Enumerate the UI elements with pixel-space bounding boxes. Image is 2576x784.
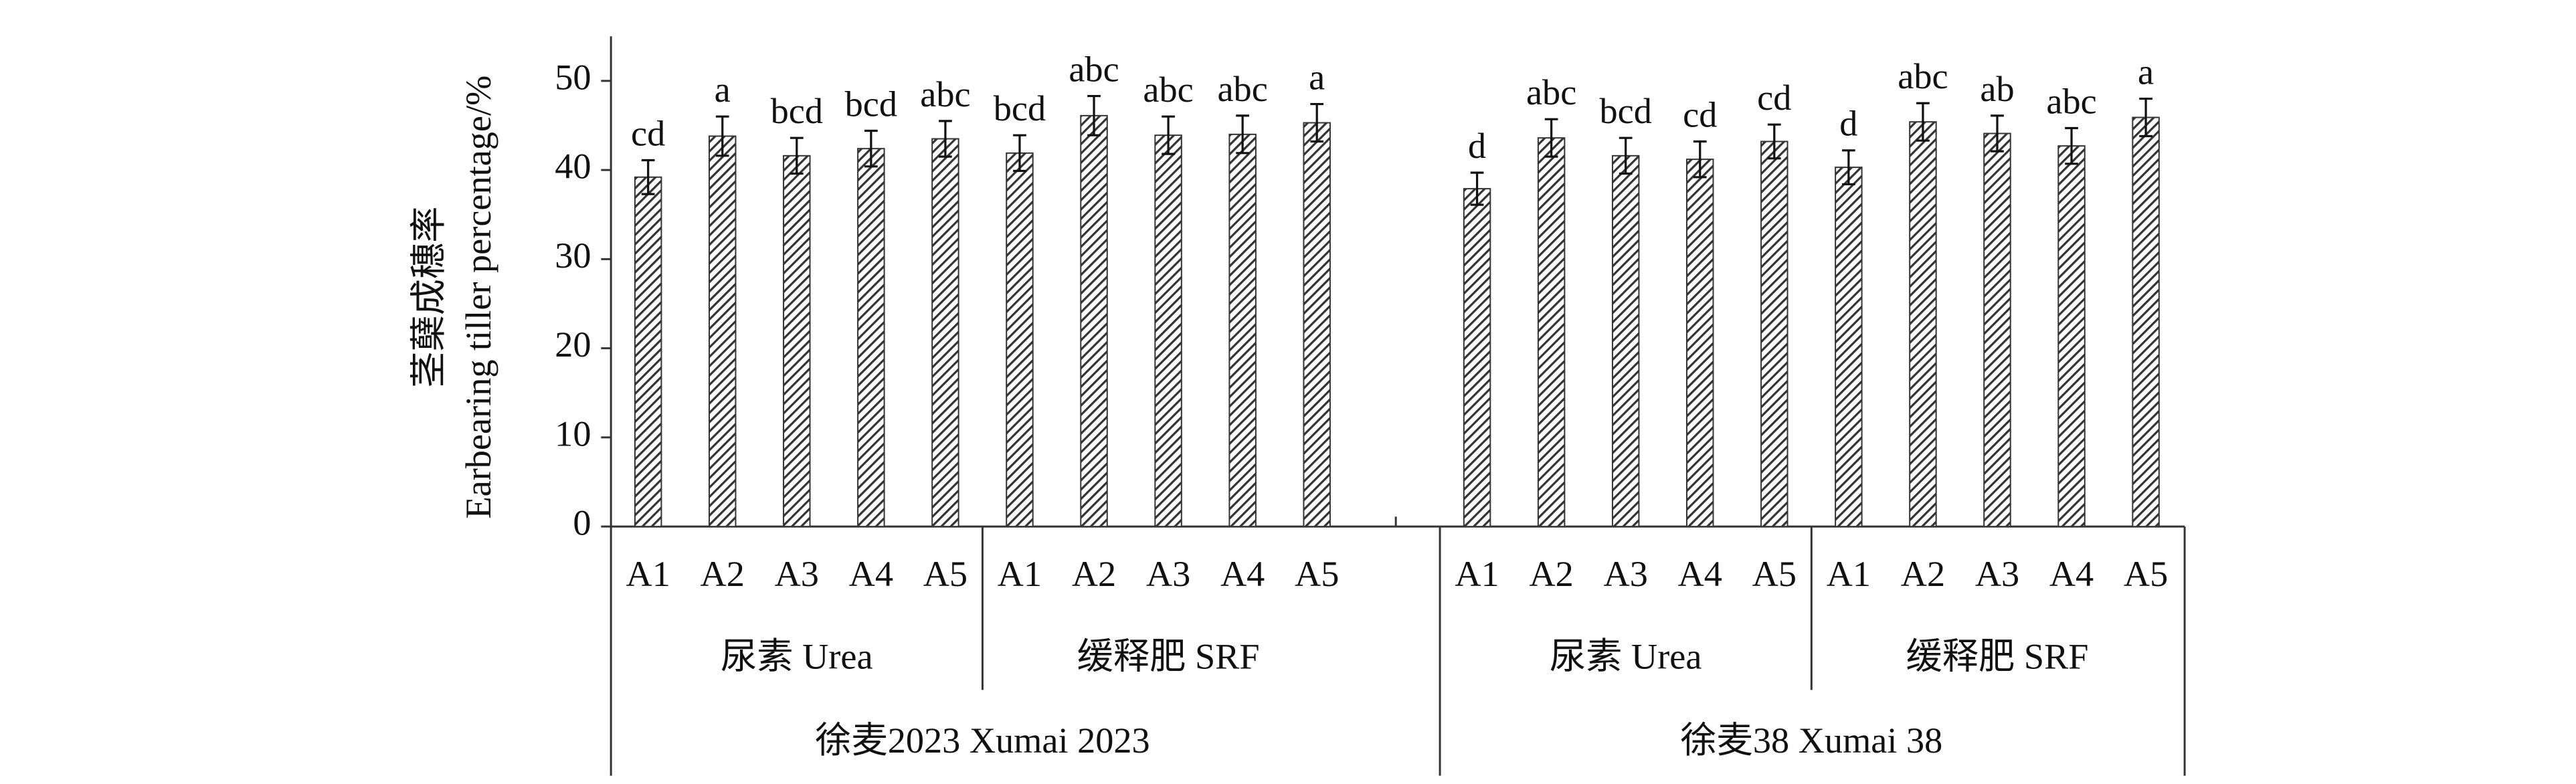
error-bar: [715, 115, 729, 157]
subgroup-label: 缓释肥 SRF: [1906, 636, 2089, 676]
x-tick-label: A4: [1220, 554, 1265, 594]
y-tick-label: 50: [555, 57, 591, 97]
bar: [1303, 122, 1331, 528]
x-tick-label: A2: [1072, 554, 1116, 594]
significance-letter: bcd: [771, 91, 823, 131]
subgroup-label: 尿素 Urea: [721, 636, 873, 676]
x-tick-label: A5: [1752, 554, 1797, 594]
x-tick-label: A1: [626, 554, 670, 594]
error-bar: [790, 136, 804, 175]
bar: [1909, 121, 1937, 528]
significance-letter: d: [1839, 104, 1857, 144]
bar: [931, 138, 959, 528]
significance-letter: a: [1309, 57, 1325, 97]
bar: [2057, 145, 2086, 528]
significance-letter: bcd: [994, 88, 1046, 128]
error-bar: [1087, 94, 1101, 136]
x-tick-label: A1: [1827, 554, 1871, 594]
error-bar: [2065, 126, 2078, 165]
error-bar: [1767, 123, 1781, 160]
error-bar: [1619, 136, 1633, 175]
bar: [1611, 155, 1640, 528]
bar: [1228, 133, 1257, 528]
x-tick-label: A3: [1146, 554, 1190, 594]
bar: [1983, 132, 2011, 528]
x-tick-label: A5: [1295, 554, 1339, 594]
significance-letter: bcd: [845, 84, 897, 124]
x-tick-label: A5: [2124, 554, 2168, 594]
bar: [634, 176, 662, 528]
x-tick-label: A2: [1529, 554, 1573, 594]
bar: [1835, 167, 1863, 528]
error-bar: [641, 159, 655, 195]
error-bar: [2139, 97, 2152, 138]
significance-letter: abc: [1898, 56, 1948, 96]
significance-letter: abc: [1526, 72, 1576, 112]
significance-letter: abc: [920, 74, 970, 114]
x-tick-label: A4: [849, 554, 893, 594]
significance-letter: abc: [2046, 81, 2096, 121]
significance-letter: abc: [1217, 69, 1267, 109]
x-tick-label: A1: [1455, 554, 1499, 594]
x-tick-label: A5: [923, 554, 968, 594]
significance-letter: abc: [1143, 70, 1193, 110]
bar: [1537, 137, 1566, 528]
group-label: 徐麦2023 Xumai 2023: [815, 720, 1149, 761]
error-bar: [1236, 114, 1250, 155]
error-bar: [1693, 140, 1707, 179]
x-tick-label: A4: [1678, 554, 1722, 594]
significance-letter: cd: [1683, 94, 1717, 134]
error-bar: [1991, 114, 2004, 153]
bar: [2132, 116, 2160, 528]
error-bar: [939, 120, 952, 158]
group-label: 徐麦38 Xumai 38: [1680, 720, 1942, 761]
x-tick-label: A2: [701, 554, 745, 594]
bar: [1686, 159, 1714, 528]
y-tick-label: 20: [555, 324, 591, 365]
error-bar: [1013, 134, 1026, 173]
bar: [1760, 140, 1788, 528]
error-bar: [1841, 149, 1855, 186]
significance-letter: a: [2138, 52, 2154, 92]
bar: [1154, 134, 1182, 528]
error-bar: [864, 129, 878, 168]
x-tick-label: A2: [1901, 554, 1945, 594]
error-bar: [1544, 118, 1558, 158]
subgroup-label: 缓释肥 SRF: [1077, 636, 1260, 676]
x-tick-label: A3: [1975, 554, 2019, 594]
significance-letter: a: [715, 70, 731, 110]
y-tick-label: 0: [573, 503, 591, 543]
significance-letter: cd: [631, 113, 665, 153]
y-tick-label: 40: [555, 146, 591, 187]
subgroup-label: 尿素 Urea: [1550, 636, 1702, 676]
x-tick-label: A3: [775, 554, 819, 594]
significance-letter: ab: [1980, 69, 2014, 109]
error-bar: [1162, 115, 1175, 155]
y-axis-label: Earbearing tiller percentage/%: [458, 76, 498, 519]
y-tick-label: 30: [555, 235, 591, 276]
significance-letter: abc: [1069, 49, 1119, 89]
bar: [1463, 188, 1491, 528]
y-tick-label: 10: [555, 413, 591, 454]
significance-letter: cd: [1757, 78, 1791, 118]
bar: [1006, 152, 1034, 528]
bar: [857, 148, 885, 528]
y-axis-label: 茎蘖成穗率: [409, 206, 449, 387]
significance-letter: bcd: [1600, 91, 1652, 131]
x-tick-label: A3: [1604, 554, 1648, 594]
error-bar: [1310, 102, 1324, 143]
error-bar: [1916, 102, 1930, 142]
significance-letter: d: [1468, 126, 1486, 166]
bar: [783, 155, 811, 528]
x-tick-label: A1: [998, 554, 1042, 594]
x-tick-label: A4: [2049, 554, 2094, 594]
bar: [1080, 114, 1108, 528]
error-bar: [1470, 171, 1484, 206]
bar: [708, 135, 737, 528]
